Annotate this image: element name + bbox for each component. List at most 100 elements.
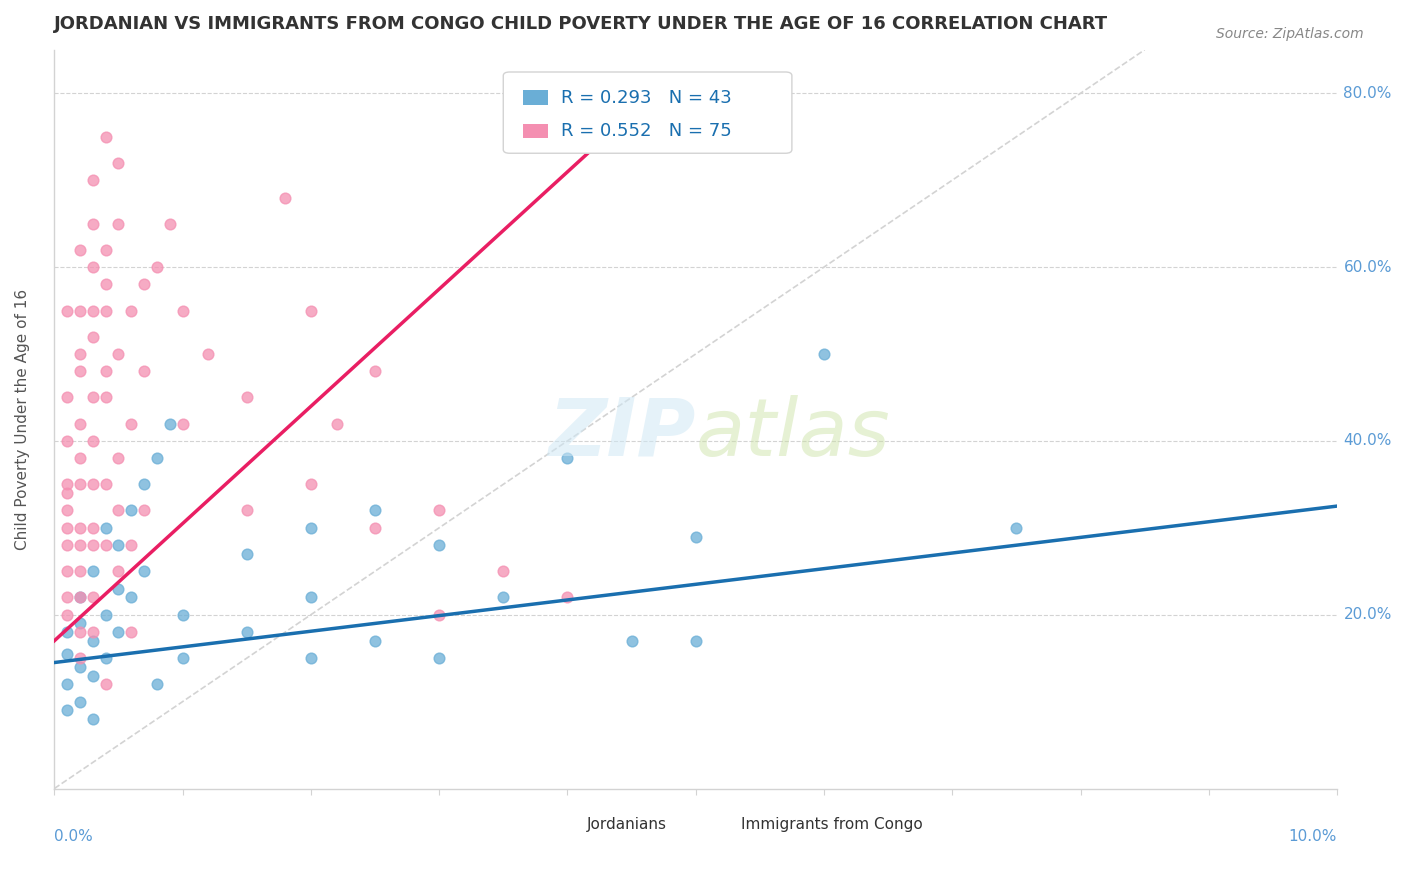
Point bbox=[107, 538, 129, 552]
Point bbox=[1005, 521, 1028, 535]
Point bbox=[56, 625, 79, 640]
Point bbox=[94, 277, 117, 292]
Point bbox=[197, 347, 219, 361]
Point bbox=[69, 591, 91, 605]
Point bbox=[94, 477, 117, 491]
Text: R = 0.293   N = 43: R = 0.293 N = 43 bbox=[561, 89, 731, 107]
Point bbox=[172, 651, 194, 665]
Text: Immigrants from Congo: Immigrants from Congo bbox=[741, 817, 922, 832]
Point bbox=[69, 660, 91, 674]
Point bbox=[56, 564, 79, 578]
Point bbox=[69, 347, 91, 361]
Point bbox=[82, 712, 104, 726]
Point bbox=[557, 591, 579, 605]
Point bbox=[94, 521, 117, 535]
Point bbox=[56, 391, 79, 405]
Y-axis label: Child Poverty Under the Age of 16: Child Poverty Under the Age of 16 bbox=[15, 289, 30, 549]
Point bbox=[132, 564, 155, 578]
Point bbox=[56, 538, 79, 552]
Point bbox=[82, 521, 104, 535]
Point bbox=[159, 417, 181, 431]
Point bbox=[172, 303, 194, 318]
Point bbox=[82, 303, 104, 318]
Point bbox=[557, 451, 579, 466]
Point bbox=[94, 607, 117, 622]
Point bbox=[813, 347, 835, 361]
Point bbox=[120, 503, 142, 517]
Point bbox=[120, 417, 142, 431]
Point bbox=[685, 529, 707, 543]
Point bbox=[235, 391, 257, 405]
Point bbox=[56, 477, 79, 491]
Point bbox=[82, 434, 104, 448]
Point bbox=[364, 521, 387, 535]
Point bbox=[427, 538, 450, 552]
Point bbox=[146, 451, 169, 466]
Point bbox=[427, 607, 450, 622]
Point bbox=[56, 434, 79, 448]
Point bbox=[82, 329, 104, 343]
Point bbox=[56, 486, 79, 500]
Point bbox=[82, 477, 104, 491]
Point bbox=[107, 451, 129, 466]
Point bbox=[69, 616, 91, 631]
Point bbox=[325, 417, 347, 431]
Text: 0.0%: 0.0% bbox=[55, 830, 93, 844]
Point bbox=[172, 417, 194, 431]
Point bbox=[69, 243, 91, 257]
Bar bbox=[523, 90, 548, 105]
Text: R = 0.552   N = 75: R = 0.552 N = 75 bbox=[561, 122, 731, 140]
FancyBboxPatch shape bbox=[503, 72, 792, 153]
Point bbox=[107, 347, 129, 361]
Point bbox=[107, 582, 129, 596]
Text: Jordanians: Jordanians bbox=[586, 817, 666, 832]
Text: 20.0%: 20.0% bbox=[1344, 607, 1392, 623]
Point bbox=[69, 695, 91, 709]
Text: ZIP: ZIP bbox=[548, 395, 696, 473]
Point bbox=[120, 538, 142, 552]
Text: 80.0%: 80.0% bbox=[1344, 86, 1392, 101]
Point bbox=[82, 633, 104, 648]
Point bbox=[82, 625, 104, 640]
Point bbox=[94, 364, 117, 378]
Point bbox=[620, 633, 643, 648]
Point bbox=[172, 607, 194, 622]
Point bbox=[82, 591, 104, 605]
Point bbox=[69, 625, 91, 640]
Point bbox=[107, 564, 129, 578]
Point bbox=[82, 668, 104, 682]
Point bbox=[94, 243, 117, 257]
Point bbox=[132, 503, 155, 517]
Point bbox=[364, 503, 387, 517]
Bar bbox=[523, 124, 548, 138]
Point bbox=[69, 538, 91, 552]
Bar bbox=[709, 816, 731, 833]
Point bbox=[69, 303, 91, 318]
Point bbox=[159, 217, 181, 231]
Point bbox=[56, 607, 79, 622]
Point bbox=[56, 647, 79, 661]
Point bbox=[82, 564, 104, 578]
Point bbox=[299, 303, 322, 318]
Point bbox=[299, 591, 322, 605]
Point bbox=[146, 677, 169, 691]
Point bbox=[56, 303, 79, 318]
Point bbox=[69, 521, 91, 535]
Point bbox=[56, 591, 79, 605]
Point bbox=[364, 364, 387, 378]
Point bbox=[69, 477, 91, 491]
Point bbox=[235, 625, 257, 640]
Point bbox=[107, 217, 129, 231]
Point bbox=[132, 364, 155, 378]
Point bbox=[94, 677, 117, 691]
Point bbox=[364, 633, 387, 648]
Point bbox=[235, 503, 257, 517]
Point bbox=[82, 217, 104, 231]
Point bbox=[94, 391, 117, 405]
Point bbox=[94, 538, 117, 552]
Point bbox=[94, 129, 117, 144]
Point bbox=[427, 651, 450, 665]
Text: Source: ZipAtlas.com: Source: ZipAtlas.com bbox=[1216, 27, 1364, 41]
Point bbox=[427, 503, 450, 517]
Point bbox=[94, 303, 117, 318]
